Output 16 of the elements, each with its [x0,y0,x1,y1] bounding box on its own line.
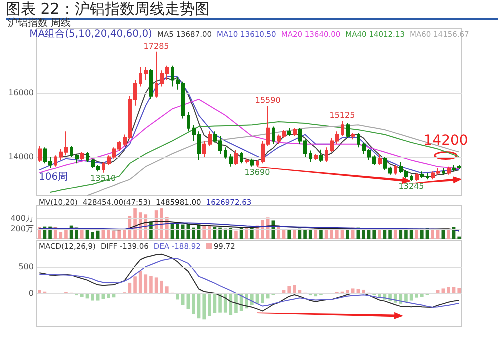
annotation: 17285 [144,42,170,51]
annotation: MA组合(5,10,20,40,60,0) [30,29,152,40]
annotation: 106周 [39,172,68,183]
annotation: 15125 [330,111,356,120]
annotation: 13245 [398,182,424,192]
annotation: 13510 [90,174,116,183]
y-tick-label: 0 [28,288,34,298]
y-tick-label: 400万 [10,214,34,224]
annotation: 15590 [255,96,281,106]
y-tick-label: 500 [18,262,34,272]
annotation: 13690 [244,168,270,178]
y-tick-label: 200万 [10,224,34,234]
y-tick-label: 16000 [8,88,34,98]
text: 沪铝指数 周线 [8,18,72,29]
y-tick-label: 14000 [8,152,34,162]
annotation: 14200 [424,132,468,149]
